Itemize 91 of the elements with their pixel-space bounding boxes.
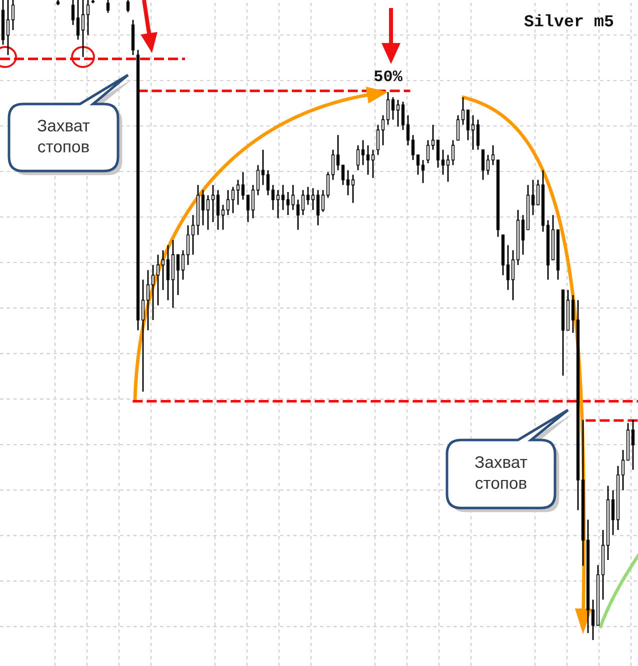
candlestick bbox=[531, 179, 535, 216]
candlestick bbox=[206, 194, 210, 230]
candlestick bbox=[621, 449, 625, 491]
candlestick bbox=[161, 250, 165, 291]
candlestick bbox=[251, 184, 255, 219]
candlestick bbox=[226, 189, 230, 216]
candlestick bbox=[81, 0, 85, 58]
candlestick bbox=[431, 124, 435, 150]
candlestick bbox=[271, 184, 275, 211]
candlestick bbox=[366, 144, 370, 176]
candlestick bbox=[256, 164, 260, 196]
candlestick bbox=[316, 189, 320, 226]
candlestick bbox=[376, 124, 380, 156]
candlestick bbox=[126, 0, 130, 13]
candlestick bbox=[156, 254, 160, 306]
candlestick bbox=[151, 264, 155, 321]
text: Silver m5 bbox=[524, 14, 614, 26]
candlestick bbox=[471, 114, 475, 150]
candlestick bbox=[76, 0, 80, 40]
candlestick bbox=[421, 159, 425, 184]
candlestick bbox=[401, 101, 405, 131]
candlestick bbox=[176, 254, 180, 296]
candlestick bbox=[631, 419, 635, 470]
candlestick bbox=[451, 139, 455, 166]
candlestick bbox=[301, 189, 305, 216]
candlestick bbox=[536, 179, 540, 206]
candlestick bbox=[381, 114, 385, 146]
candlestick bbox=[356, 144, 360, 171]
candlestick bbox=[411, 134, 415, 161]
candlestick bbox=[416, 154, 420, 176]
candlestick bbox=[486, 154, 490, 176]
annotation: 50% bbox=[374, 70, 402, 82]
candlestick bbox=[86, 0, 90, 36]
candlestick bbox=[466, 109, 470, 141]
candlestick bbox=[306, 186, 310, 206]
candlestick bbox=[201, 189, 205, 226]
candlestick bbox=[571, 294, 575, 334]
candlestick bbox=[371, 149, 375, 179]
annotation: Захват стопов bbox=[38, 120, 90, 152]
candlestick bbox=[191, 214, 195, 256]
candlestick bbox=[326, 171, 330, 198]
candlestick bbox=[276, 189, 280, 219]
candlestick bbox=[321, 189, 325, 213]
candlestick bbox=[506, 244, 510, 291]
candlestick bbox=[491, 144, 495, 166]
annotation: Захват стопов bbox=[475, 456, 528, 489]
candlestick bbox=[386, 91, 390, 126]
candlestick bbox=[166, 244, 170, 301]
candlestick bbox=[436, 139, 440, 168]
candlestick bbox=[351, 174, 355, 204]
candlestick bbox=[346, 170, 350, 196]
candlestick bbox=[281, 184, 285, 211]
candlestick bbox=[106, 0, 110, 14]
candlestick bbox=[236, 179, 240, 206]
candlestick bbox=[336, 134, 340, 171]
candlestick bbox=[211, 184, 215, 223]
candlestick bbox=[426, 139, 430, 164]
candlestick bbox=[291, 184, 295, 211]
candlestick bbox=[286, 191, 290, 216]
candlestick bbox=[611, 490, 615, 536]
candlestick bbox=[481, 149, 485, 181]
candlestick bbox=[396, 99, 400, 128]
candlestick bbox=[461, 96, 465, 126]
candlestick bbox=[241, 171, 245, 200]
candlestick bbox=[476, 118, 480, 150]
candlestick bbox=[521, 214, 525, 256]
candlestick bbox=[406, 114, 410, 146]
candlestick bbox=[186, 224, 190, 266]
candlestick bbox=[261, 149, 265, 186]
candlestick bbox=[246, 194, 250, 223]
candlestick bbox=[441, 149, 445, 176]
candlestick bbox=[331, 149, 335, 181]
candlestick bbox=[311, 187, 315, 211]
candlestick bbox=[146, 269, 150, 331]
candlestick bbox=[446, 154, 450, 182]
candlestick bbox=[181, 250, 185, 280]
candlestick bbox=[221, 204, 225, 230]
candlestick bbox=[361, 139, 365, 166]
candlestick bbox=[11, 0, 15, 31]
candlestick bbox=[231, 186, 235, 214]
candlestick bbox=[456, 114, 460, 141]
candlestick bbox=[296, 198, 300, 230]
candlestick bbox=[391, 96, 395, 120]
candlestick bbox=[71, 0, 75, 26]
candlestick bbox=[6, 0, 10, 56]
candlestick bbox=[266, 170, 270, 196]
candlestick bbox=[341, 164, 345, 186]
candlestick bbox=[591, 599, 595, 641]
candlestick bbox=[511, 250, 515, 301]
candlestick bbox=[216, 189, 220, 230]
candlestick bbox=[141, 278, 145, 392]
